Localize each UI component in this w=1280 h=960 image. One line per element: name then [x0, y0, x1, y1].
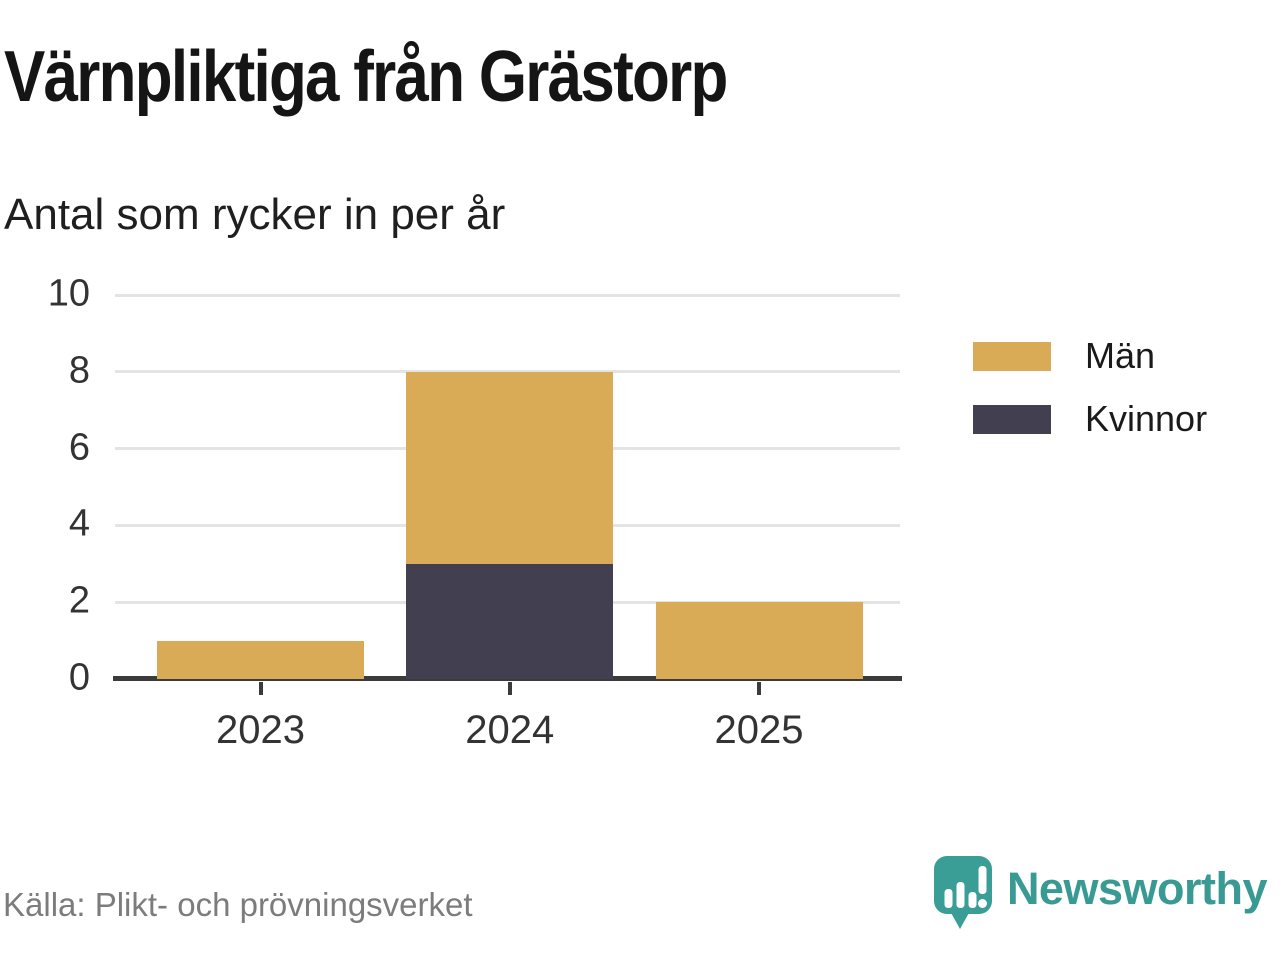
chart-subtitle: Antal som rycker in per år	[4, 190, 506, 239]
chart-title: Värnpliktiga från Grästorp	[4, 37, 728, 117]
x-tick-2023	[258, 682, 263, 695]
bar-kvinnor-2024	[406, 563, 614, 679]
x-tick-label-2024: 2024	[465, 708, 555, 752]
x-tick-2024	[507, 682, 512, 695]
plot-area: 0 2 4 6 8 10 2023 2024 2025	[48, 274, 902, 752]
y-tick-label-8: 8	[68, 349, 90, 392]
legend-label-men: Män	[1085, 335, 1156, 376]
y-tick-label-6: 6	[68, 426, 90, 469]
legend-swatch-women	[973, 404, 1051, 434]
source-note: Källa: Plikt- och prövningsverket	[3, 886, 473, 923]
bar-mn-2024	[406, 371, 614, 564]
legend: Män Kvinnor	[973, 338, 1207, 437]
y-tick-label-4: 4	[68, 502, 90, 545]
legend-item-men: Män	[973, 338, 1207, 374]
y-tick-label-2: 2	[68, 579, 90, 622]
legend-swatch-men	[973, 341, 1051, 371]
legend-label-women: Kvinnor	[1085, 398, 1208, 439]
newsworthy-logo-icon	[933, 856, 992, 929]
gridline-y-8	[115, 370, 900, 374]
bar-mn-2023	[157, 640, 364, 679]
newsworthy-wordmark: Newsworthy	[1006, 863, 1268, 914]
x-tick-2025	[757, 682, 761, 695]
x-tick-label-2023: 2023	[216, 708, 305, 752]
bar-mn-2025	[655, 602, 863, 679]
y-tick-label-10: 10	[47, 272, 90, 315]
x-tick-label-2025: 2025	[714, 708, 804, 752]
gridline-y-10	[115, 293, 900, 297]
legend-item-women: Kvinnor	[973, 401, 1207, 437]
newsworthy-logo[interactable]: Newsworthy	[933, 856, 1268, 932]
y-tick-label-0: 0	[68, 656, 90, 699]
